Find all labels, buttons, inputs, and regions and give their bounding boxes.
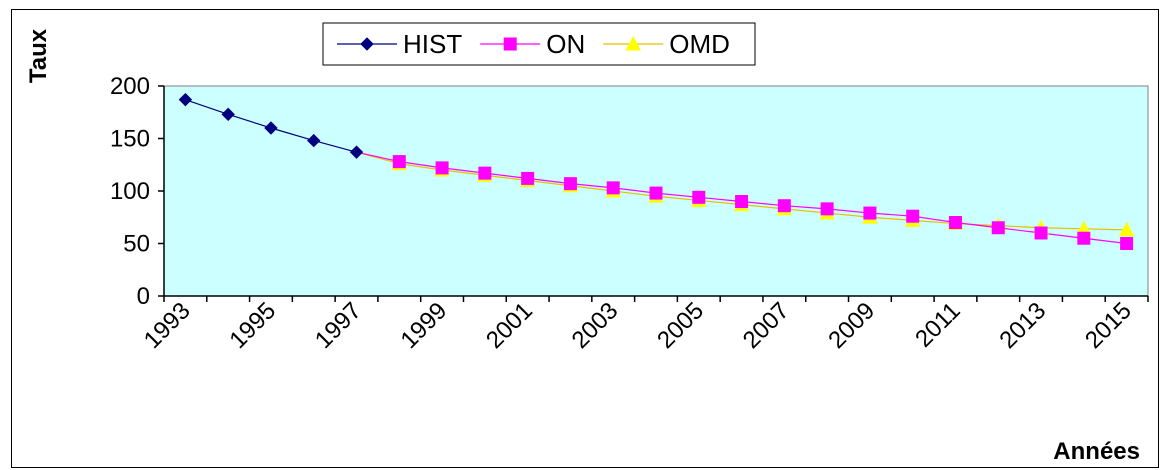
series-layer [178, 92, 1135, 250]
data-point-on [991, 221, 1005, 235]
x-tick-label: 1995 [224, 297, 281, 354]
data-point-on [392, 155, 406, 169]
y-tick-label: 0 [137, 283, 150, 310]
x-tick-label: 2015 [1080, 297, 1137, 354]
x-tick-label: 2009 [823, 297, 880, 354]
data-point-on [777, 199, 791, 213]
data-point-on [863, 206, 877, 220]
x-tick-label: 1999 [395, 297, 452, 354]
data-point-on [735, 195, 749, 208]
data-point-on [906, 209, 920, 223]
data-point-on [1034, 226, 1048, 240]
x-tick-label: 2011 [910, 297, 966, 353]
y-tick-label: 150 [110, 126, 150, 153]
legend-label-on: ON [546, 29, 585, 59]
x-axis-title: Années [1053, 438, 1140, 465]
legend-label-hist: HIST [403, 29, 462, 59]
x-tick-label: 2001 [481, 297, 538, 354]
data-point-omd [1118, 221, 1135, 237]
x-tick-label: 2005 [652, 297, 709, 354]
legend-label-omd: OMD [669, 29, 730, 59]
data-point-on [606, 181, 620, 195]
y-tick-label: 200 [110, 73, 150, 100]
legend-marker-on [503, 37, 517, 51]
data-point-on [435, 161, 449, 175]
data-point-hist [307, 133, 321, 148]
data-point-on [1120, 237, 1134, 250]
y-tick-label: 100 [110, 178, 150, 205]
data-point-on [948, 216, 962, 229]
legend-marker-hist [360, 37, 374, 51]
data-point-hist [221, 107, 235, 122]
y-tick-label: 50 [123, 231, 150, 258]
legend-marker-omd [625, 35, 642, 51]
x-tick-label: 2007 [738, 297, 795, 354]
data-point-on [1077, 231, 1091, 245]
data-point-on [649, 186, 663, 200]
x-tick-label: 2013 [994, 297, 1051, 354]
data-point-on [521, 171, 535, 185]
y-axis-title: Taux [25, 28, 52, 83]
data-point-hist [178, 92, 193, 107]
legend: HIST ON OMD [322, 22, 756, 66]
x-tick-label: 1997 [310, 297, 367, 354]
data-point-hist [349, 145, 364, 159]
data-point-on [820, 202, 834, 216]
x-tick-label: 2003 [567, 297, 624, 354]
data-point-on [478, 166, 492, 180]
data-point-on [563, 177, 577, 191]
data-point-hist [264, 121, 278, 135]
data-point-on [692, 190, 706, 204]
